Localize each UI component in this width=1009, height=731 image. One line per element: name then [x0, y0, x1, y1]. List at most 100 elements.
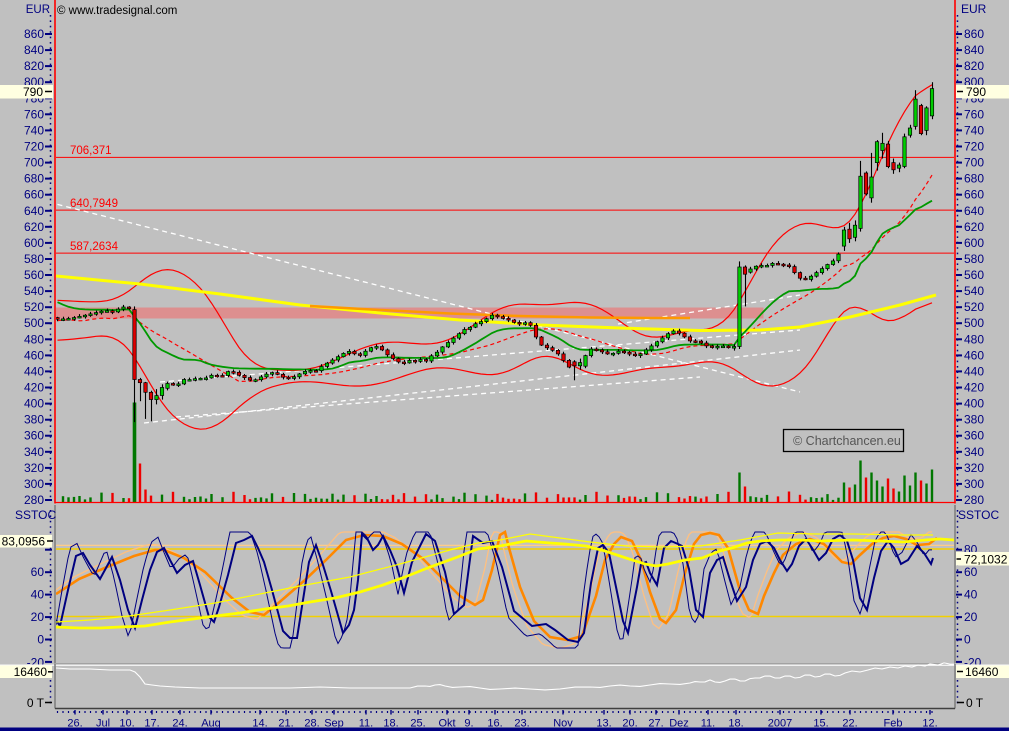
- svg-text:0 T: 0 T: [27, 696, 45, 710]
- svg-text:EUR: EUR: [961, 2, 987, 16]
- svg-text:500: 500: [24, 316, 44, 330]
- svg-text:680: 680: [24, 172, 44, 186]
- svg-text:460: 460: [24, 348, 44, 362]
- svg-text:440: 440: [964, 364, 984, 378]
- svg-text:20: 20: [31, 610, 45, 624]
- svg-text:420: 420: [24, 381, 44, 395]
- svg-text:18.: 18.: [728, 718, 743, 730]
- svg-text:640,7949: 640,7949: [70, 198, 118, 210]
- svg-text:16.: 16.: [487, 718, 502, 730]
- svg-text:560: 560: [24, 268, 44, 282]
- svg-text:20: 20: [964, 610, 978, 624]
- svg-text:© www.tradesignal.com: © www.tradesignal.com: [57, 5, 177, 17]
- svg-text:SSTOC: SSTOC: [15, 508, 56, 522]
- svg-text:300: 300: [964, 477, 984, 491]
- svg-text:700: 700: [24, 156, 44, 170]
- svg-text:320: 320: [964, 461, 984, 475]
- svg-text:360: 360: [24, 429, 44, 443]
- svg-text:740: 740: [964, 123, 984, 137]
- svg-text:280: 280: [964, 493, 984, 507]
- svg-text:26.: 26.: [67, 718, 82, 730]
- svg-text:14.: 14.: [252, 718, 267, 730]
- svg-text:Okt: Okt: [438, 718, 455, 730]
- svg-text:720: 720: [964, 140, 984, 154]
- svg-text:Feb: Feb: [884, 718, 903, 730]
- svg-text:620: 620: [964, 220, 984, 234]
- svg-text:740: 740: [24, 123, 44, 137]
- svg-text:340: 340: [964, 445, 984, 459]
- svg-text:420: 420: [964, 381, 984, 395]
- svg-text:480: 480: [24, 332, 44, 346]
- svg-text:21.: 21.: [278, 718, 293, 730]
- svg-text:27.: 27.: [648, 718, 663, 730]
- svg-text:18.: 18.: [383, 718, 398, 730]
- svg-text:720: 720: [24, 140, 44, 154]
- svg-text:790: 790: [966, 85, 986, 99]
- svg-text:706,371: 706,371: [70, 145, 112, 157]
- svg-text:790: 790: [23, 85, 43, 99]
- svg-text:660: 660: [24, 188, 44, 202]
- svg-text:600: 600: [24, 236, 44, 250]
- svg-text:520: 520: [24, 300, 44, 314]
- svg-text:2007: 2007: [768, 718, 792, 730]
- svg-text:380: 380: [24, 413, 44, 427]
- svg-text:360: 360: [964, 429, 984, 443]
- svg-text:0 T: 0 T: [966, 696, 984, 710]
- svg-text:300: 300: [24, 477, 44, 491]
- svg-text:60: 60: [964, 565, 978, 579]
- svg-text:320: 320: [24, 461, 44, 475]
- svg-text:640: 640: [964, 204, 984, 218]
- svg-text:40: 40: [964, 588, 978, 602]
- svg-text:820: 820: [24, 59, 44, 73]
- svg-text:580: 580: [24, 252, 44, 266]
- svg-text:480: 480: [964, 332, 984, 346]
- svg-text:340: 340: [24, 445, 44, 459]
- svg-text:22.: 22.: [842, 718, 857, 730]
- svg-text:820: 820: [964, 59, 984, 73]
- svg-text:72,1032: 72,1032: [964, 553, 1008, 567]
- svg-text:540: 540: [24, 284, 44, 298]
- svg-text:Sep: Sep: [324, 718, 344, 730]
- svg-text:13.: 13.: [596, 718, 611, 730]
- svg-text:860: 860: [964, 27, 984, 41]
- svg-text:640: 640: [24, 204, 44, 218]
- svg-text:580: 580: [964, 252, 984, 266]
- svg-text:15.: 15.: [813, 718, 828, 730]
- svg-text:840: 840: [964, 43, 984, 57]
- svg-text:EUR: EUR: [26, 4, 50, 16]
- svg-text:60: 60: [31, 565, 45, 579]
- svg-text:840: 840: [24, 43, 44, 57]
- svg-text:24.: 24.: [172, 718, 187, 730]
- svg-text:Jul: Jul: [96, 718, 110, 730]
- svg-text:23.: 23.: [514, 718, 529, 730]
- svg-text:620: 620: [24, 220, 44, 234]
- svg-text:83,0956: 83,0956: [2, 535, 46, 549]
- svg-text:500: 500: [964, 316, 984, 330]
- svg-text:28.: 28.: [304, 718, 319, 730]
- svg-text:SSTOC: SSTOC: [958, 508, 999, 522]
- svg-text:16460: 16460: [965, 665, 999, 679]
- svg-text:540: 540: [964, 284, 984, 298]
- svg-text:16460: 16460: [14, 665, 48, 679]
- svg-text:280: 280: [24, 493, 44, 507]
- svg-text:860: 860: [24, 27, 44, 41]
- svg-text:440: 440: [24, 364, 44, 378]
- svg-text:380: 380: [964, 413, 984, 427]
- svg-text:660: 660: [964, 188, 984, 202]
- svg-text:520: 520: [964, 300, 984, 314]
- svg-text:460: 460: [964, 348, 984, 362]
- svg-text:0: 0: [964, 633, 971, 647]
- svg-text:600: 600: [964, 236, 984, 250]
- svg-text:587,2634: 587,2634: [70, 241, 119, 253]
- svg-text:700: 700: [964, 156, 984, 170]
- svg-text:400: 400: [24, 397, 44, 411]
- svg-text:Nov: Nov: [553, 718, 573, 730]
- svg-text:© Chartchancen.eu: © Chartchancen.eu: [793, 434, 901, 448]
- svg-text:17.: 17.: [144, 718, 159, 730]
- svg-text:25.: 25.: [410, 718, 425, 730]
- svg-text:680: 680: [964, 172, 984, 186]
- svg-text:11.: 11.: [359, 718, 373, 730]
- svg-text:40: 40: [31, 588, 45, 602]
- svg-text:560: 560: [964, 268, 984, 282]
- svg-text:Aug: Aug: [201, 718, 221, 730]
